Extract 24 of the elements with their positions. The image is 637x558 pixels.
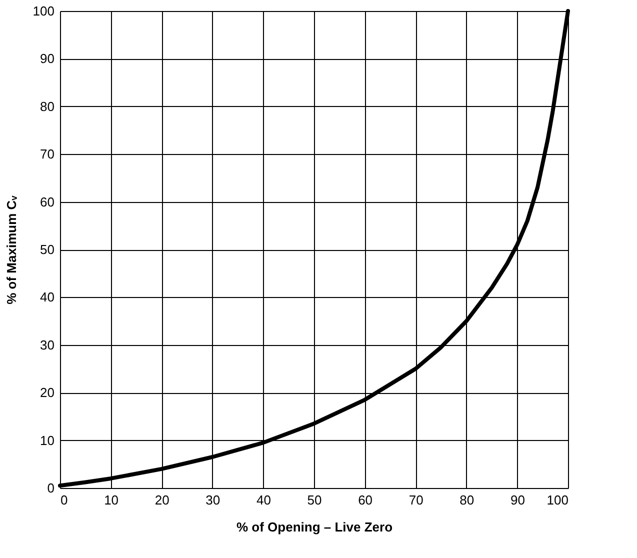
y-tick-label: 10 — [40, 432, 54, 448]
x-tick-label: 80 — [460, 492, 474, 508]
x-tick-label: 70 — [408, 492, 424, 508]
y-tick-label: 50 — [40, 242, 54, 257]
x-tick-label: 0 — [60, 492, 68, 508]
y-tick-label: 0 — [47, 480, 54, 496]
y-tick-label: 60 — [40, 194, 54, 210]
x-tick-label: 10 — [104, 492, 119, 508]
y-tick-label: 40 — [40, 290, 54, 305]
x-tick-label: 50 — [307, 492, 322, 508]
y-axis-title: % of Maximum Cᵥ — [4, 195, 19, 304]
x-tick-label: 30 — [206, 492, 220, 508]
x-tick-label: 40 — [256, 492, 271, 508]
x-tick-label: 60 — [358, 492, 373, 508]
y-tick-label: 70 — [40, 146, 54, 162]
y-tick-label: 80 — [40, 98, 54, 114]
x-axis-title: % of Opening – Live Zero — [236, 520, 393, 534]
x-tick-label: 20 — [154, 492, 170, 508]
y-tick-label: 90 — [40, 51, 54, 66]
x-tick-label: 100 — [546, 492, 568, 508]
y-tick-label: 20 — [40, 385, 54, 400]
y-tick-label: 30 — [40, 337, 54, 352]
x-tick-label: 90 — [510, 492, 525, 508]
y-tick-label: 100 — [32, 4, 54, 18]
